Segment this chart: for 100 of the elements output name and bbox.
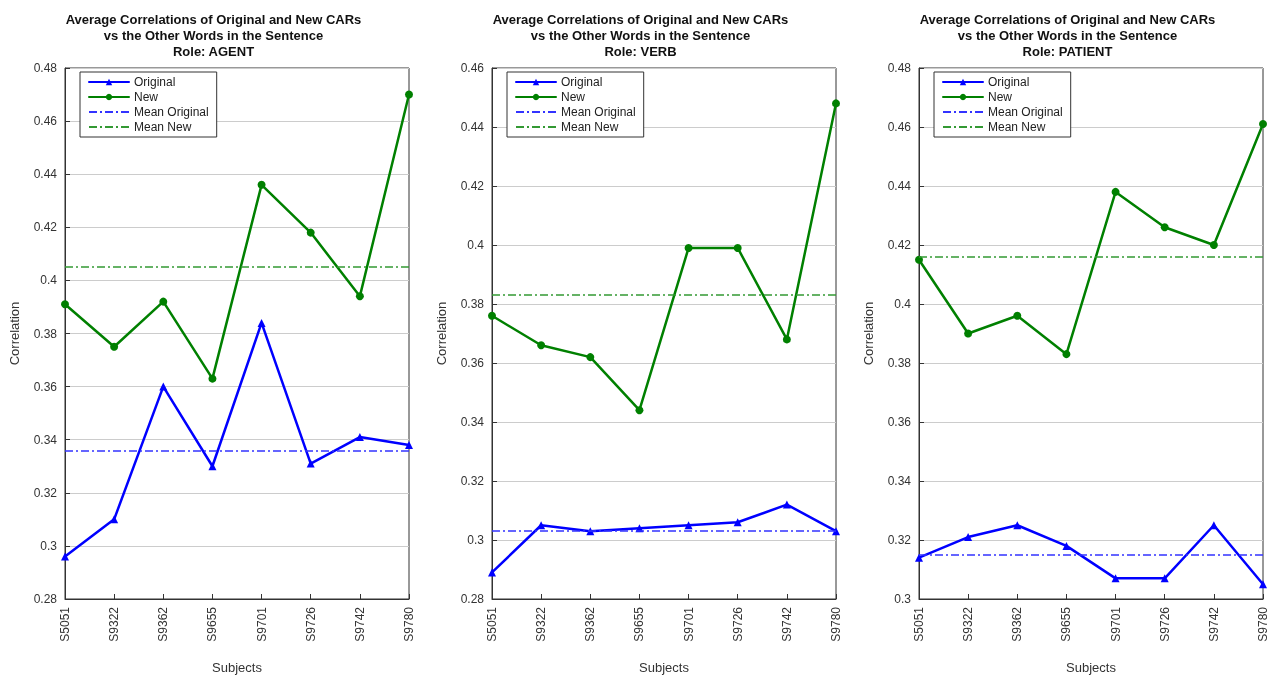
point xyxy=(684,243,693,252)
point xyxy=(1062,350,1071,359)
point xyxy=(1259,120,1267,129)
chart-title: Average Correlations of Original and New CARs vs the Other Words in the Sentence Role: PATIENT xyxy=(919,11,1216,59)
y-tick-label: 0.32 xyxy=(460,474,485,488)
point xyxy=(684,521,693,530)
y-tick-label: 0.38 xyxy=(887,356,912,370)
point xyxy=(1062,541,1071,550)
point xyxy=(208,374,217,383)
y-tick-label: 0.42 xyxy=(460,179,485,193)
legend-label: New xyxy=(988,90,1013,104)
y-tick-label: 0.28 xyxy=(33,592,58,606)
legend-label: Mean Original xyxy=(134,105,209,119)
y-axis-title: Correlation xyxy=(861,301,876,366)
point xyxy=(355,292,364,301)
y-tick-label: 0.4 xyxy=(467,238,485,252)
point xyxy=(1013,311,1022,320)
point xyxy=(537,341,546,350)
point xyxy=(915,255,923,264)
point xyxy=(257,318,266,327)
y-tick-label: 0.44 xyxy=(460,120,485,134)
y-tick-label: 0.36 xyxy=(460,356,485,370)
x-axis-title: Subjects xyxy=(639,660,690,675)
point xyxy=(110,342,119,351)
point xyxy=(405,441,413,450)
y-tick-label: 0.46 xyxy=(887,120,912,134)
x-tick-label: S9780 xyxy=(1256,606,1270,642)
x-tick-label: S9726 xyxy=(730,606,745,642)
y-tick-label: 0.46 xyxy=(33,114,58,129)
y-tick-label: 0.42 xyxy=(33,220,58,235)
point xyxy=(488,568,496,577)
y-tick-label: 0.44 xyxy=(887,179,912,193)
x-tick-label: S9655 xyxy=(205,606,220,642)
y-tick-label: 0.4 xyxy=(894,297,912,311)
point xyxy=(208,462,217,471)
x-tick-label: S9322 xyxy=(534,606,549,642)
y-tick-label: 0.34 xyxy=(460,415,485,429)
point xyxy=(61,300,69,309)
x-axis-title: Subjects xyxy=(1066,660,1117,675)
legend-label: Mean Original xyxy=(561,105,636,119)
x-tick-label: S9362 xyxy=(1010,606,1025,642)
point xyxy=(1209,241,1218,249)
x-tick-label: S9655 xyxy=(632,606,647,642)
y-tick-label: 0.32 xyxy=(33,485,58,500)
x-tick-label: S9362 xyxy=(156,606,171,642)
point xyxy=(964,329,973,338)
x-tick-label: S9742 xyxy=(1206,606,1221,642)
x-tick-label: S9726 xyxy=(303,606,318,642)
point xyxy=(306,228,315,237)
point xyxy=(257,180,266,189)
x-axis-title: Subjects xyxy=(212,660,263,675)
point xyxy=(782,335,791,344)
y-tick-label: 0.34 xyxy=(33,432,58,447)
y-tick-label: 0.48 xyxy=(33,61,58,75)
y-axis-title: Correlation xyxy=(7,301,22,366)
point xyxy=(306,459,315,468)
point xyxy=(405,90,413,99)
y-tick-label: 0.3 xyxy=(467,533,485,547)
y-tick-label: 0.36 xyxy=(887,415,912,429)
x-tick-label: S9742 xyxy=(779,606,794,642)
x-tick-label: S9780 xyxy=(829,606,843,642)
y-tick-label: 0.38 xyxy=(460,297,485,311)
legend-label: New xyxy=(561,90,586,104)
legend-label: Mean Original xyxy=(988,105,1063,119)
x-tick-label: S9322 xyxy=(107,606,122,642)
legend-label: Original xyxy=(561,75,603,89)
x-tick-label: S5051 xyxy=(912,606,926,642)
point xyxy=(159,297,168,306)
point xyxy=(1160,223,1169,232)
x-tick-label: S9655 xyxy=(1059,606,1074,642)
point xyxy=(159,382,168,391)
y-tick-label: 0.46 xyxy=(460,61,485,75)
y-tick-label: 0.3 xyxy=(40,538,58,553)
y-tick-label: 0.4 xyxy=(40,273,58,288)
y-tick-label: 0.36 xyxy=(33,379,58,394)
point xyxy=(733,243,742,252)
y-tick-label: 0.42 xyxy=(887,238,912,252)
legend-label: Original xyxy=(988,75,1030,89)
legend-label: New xyxy=(134,90,159,104)
x-tick-label: S9726 xyxy=(1157,606,1172,642)
y-tick-label: 0.32 xyxy=(887,533,912,547)
y-tick-label: 0.34 xyxy=(887,474,912,488)
y-tick-label: 0.3 xyxy=(894,592,912,606)
point xyxy=(782,500,791,509)
x-tick-label: S9701 xyxy=(254,606,269,642)
point xyxy=(635,406,644,415)
point xyxy=(832,99,840,108)
legend-label: Mean New xyxy=(134,120,192,134)
x-tick-label: S5051 xyxy=(485,606,499,642)
y-tick-label: 0.48 xyxy=(887,61,912,75)
point xyxy=(915,553,923,562)
point xyxy=(61,552,69,561)
chart-title: Average Correlations of Original and New CARs vs the Other Words in the Sentence Role: VERB xyxy=(492,11,789,59)
legend-label: Original xyxy=(134,75,176,89)
x-tick-label: S9742 xyxy=(352,606,367,642)
x-tick-label: S9701 xyxy=(681,606,696,642)
point xyxy=(1111,574,1120,583)
x-tick-label: S9322 xyxy=(961,606,976,642)
point xyxy=(355,433,364,442)
x-tick-label: S9780 xyxy=(402,606,416,642)
